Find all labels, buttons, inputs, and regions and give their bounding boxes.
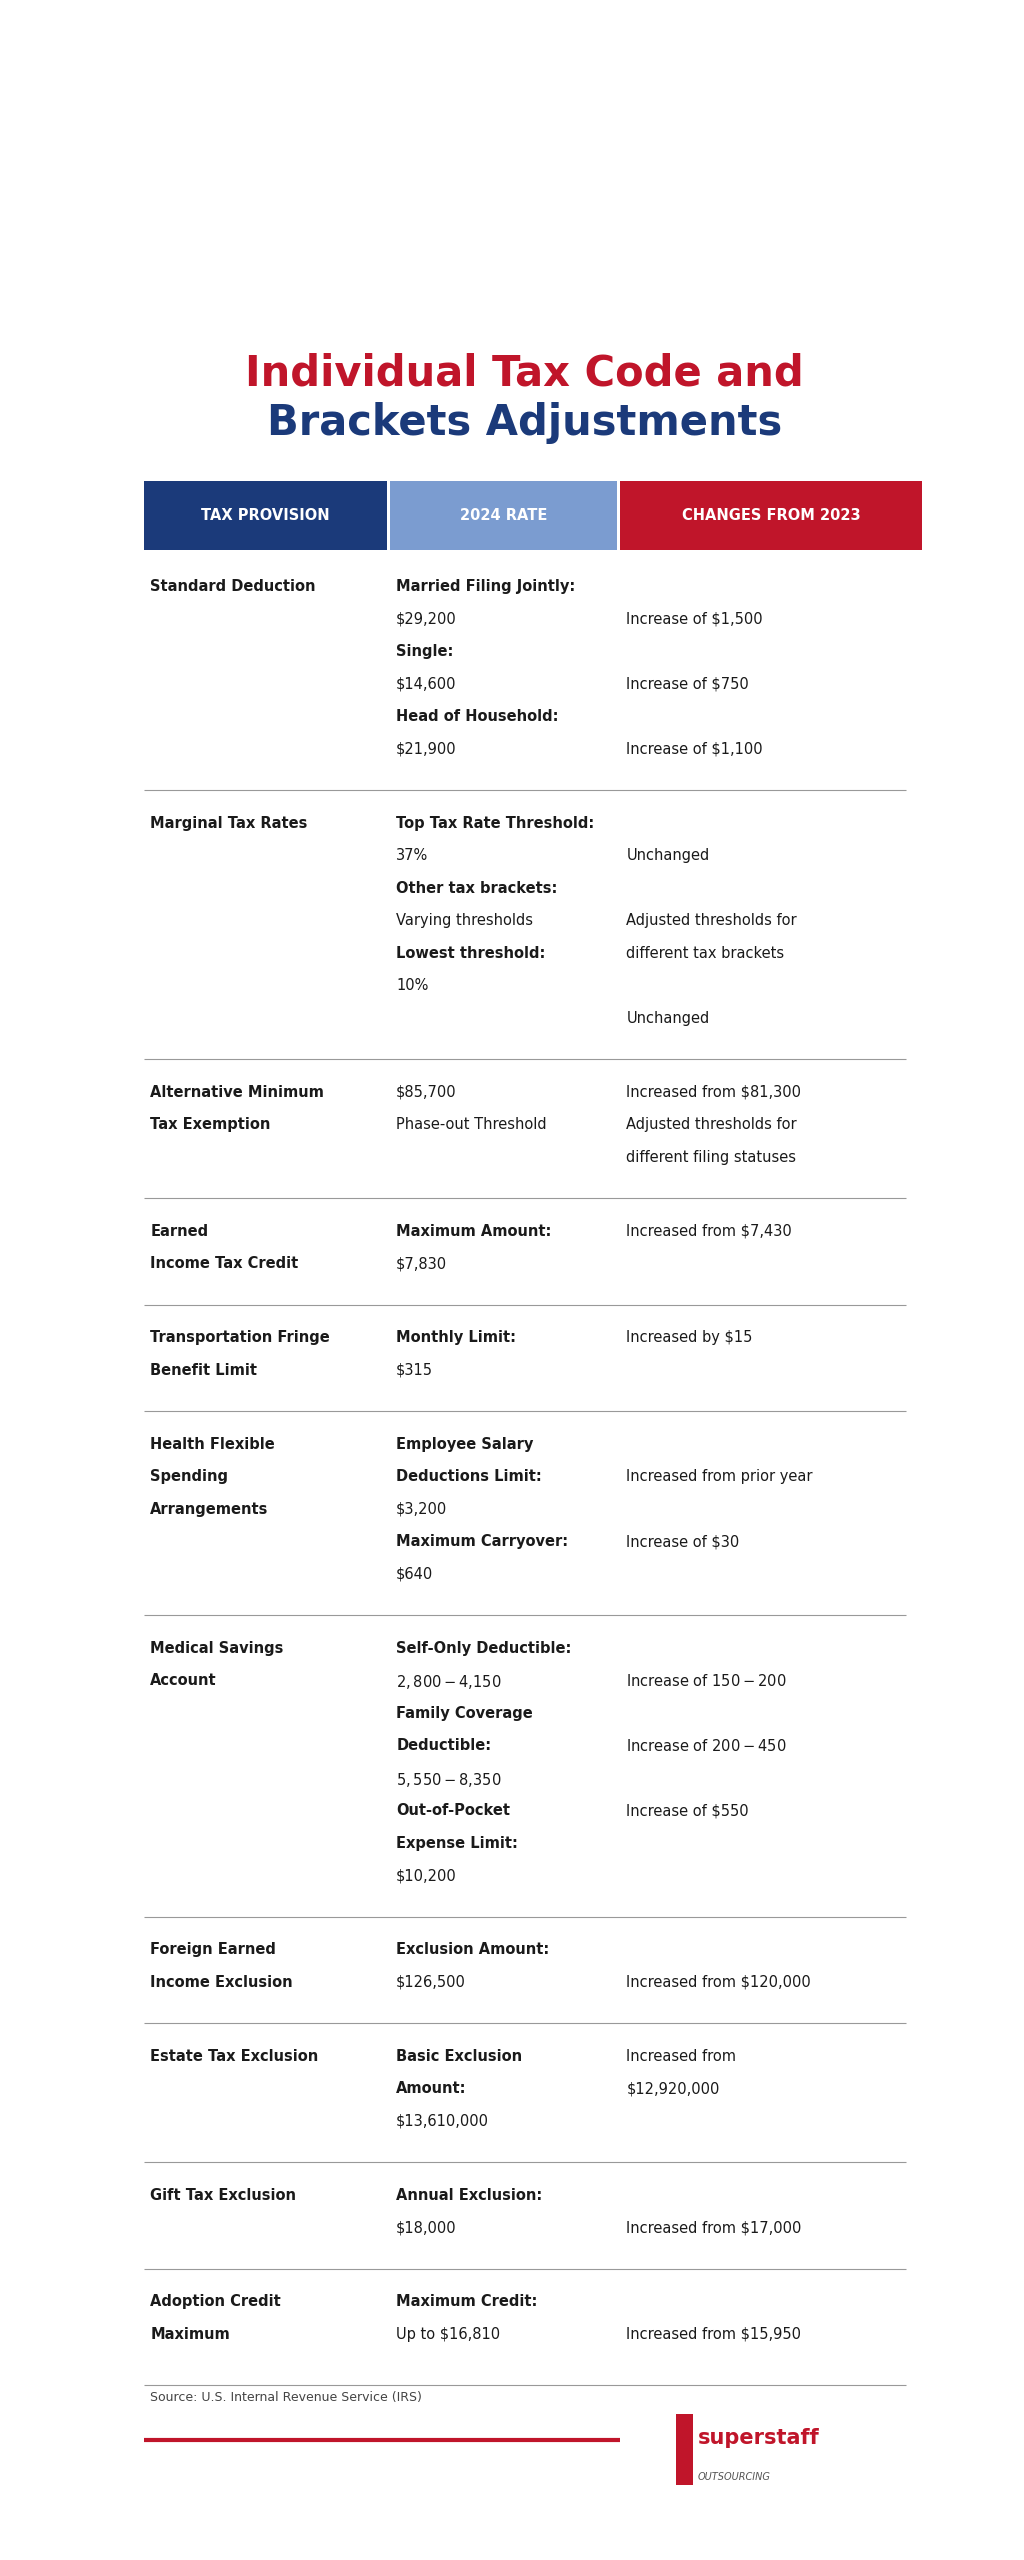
Text: Adjusted thresholds for: Adjusted thresholds for bbox=[627, 914, 797, 929]
Text: Adjusted thresholds for: Adjusted thresholds for bbox=[627, 1116, 797, 1132]
Text: Varying thresholds: Varying thresholds bbox=[396, 914, 534, 929]
Text: Increase of $1,100: Increase of $1,100 bbox=[627, 742, 763, 758]
Text: Increased from prior year: Increased from prior year bbox=[627, 1469, 813, 1485]
FancyBboxPatch shape bbox=[620, 481, 922, 550]
Text: Annual Exclusion:: Annual Exclusion: bbox=[396, 2189, 543, 2202]
Text: Alternative Minimum: Alternative Minimum bbox=[151, 1085, 324, 1101]
Text: Increased from $17,000: Increased from $17,000 bbox=[627, 2220, 802, 2235]
Text: Unchanged: Unchanged bbox=[627, 1011, 710, 1027]
Text: Increased from $120,000: Increased from $120,000 bbox=[627, 1974, 811, 1989]
Text: Maximum Amount:: Maximum Amount: bbox=[396, 1224, 552, 1239]
Text: Increase of $30: Increase of $30 bbox=[627, 1533, 739, 1549]
Text: Basic Exclusion: Basic Exclusion bbox=[396, 2048, 522, 2063]
Text: Increase of $1,500: Increase of $1,500 bbox=[627, 612, 763, 627]
Text: 2024 RATE: 2024 RATE bbox=[460, 507, 547, 522]
Text: Income Tax Credit: Income Tax Credit bbox=[151, 1257, 298, 1272]
FancyBboxPatch shape bbox=[676, 2414, 693, 2486]
Text: Maximum Carryover:: Maximum Carryover: bbox=[396, 1533, 568, 1549]
Text: different tax brackets: different tax brackets bbox=[627, 945, 784, 960]
Text: Out-of-Pocket: Out-of-Pocket bbox=[396, 1802, 510, 1818]
Text: Source: U.S. Internal Revenue Service (IRS): Source: U.S. Internal Revenue Service (I… bbox=[151, 2391, 422, 2404]
Text: Increase of $200-$450: Increase of $200-$450 bbox=[627, 1738, 786, 1754]
Text: $7,830: $7,830 bbox=[396, 1257, 447, 1272]
Text: Benefit Limit: Benefit Limit bbox=[151, 1362, 257, 1377]
Text: Increase of $750: Increase of $750 bbox=[627, 676, 750, 691]
Text: Maximum: Maximum bbox=[151, 2327, 230, 2342]
Text: Transportation Fringe: Transportation Fringe bbox=[151, 1331, 330, 1344]
Text: CHANGES FROM 2023: CHANGES FROM 2023 bbox=[682, 507, 860, 522]
Text: $2,800-$4,150: $2,800-$4,150 bbox=[396, 1674, 502, 1692]
Text: Income Exclusion: Income Exclusion bbox=[151, 1974, 293, 1989]
Text: Unchanged: Unchanged bbox=[627, 847, 710, 863]
Text: Expense Limit:: Expense Limit: bbox=[396, 1836, 518, 1851]
Text: Head of Household:: Head of Household: bbox=[396, 709, 559, 724]
Text: Family Coverage: Family Coverage bbox=[396, 1705, 532, 1720]
Text: Standard Deduction: Standard Deduction bbox=[151, 579, 315, 594]
Text: Adoption Credit: Adoption Credit bbox=[151, 2294, 281, 2309]
Text: Single:: Single: bbox=[396, 645, 454, 660]
Text: Amount:: Amount: bbox=[396, 2081, 467, 2097]
Text: $3,200: $3,200 bbox=[396, 1503, 447, 1516]
Text: $13,610,000: $13,610,000 bbox=[396, 2115, 489, 2130]
Text: Increased from: Increased from bbox=[627, 2048, 736, 2063]
Text: $315: $315 bbox=[396, 1362, 433, 1377]
Text: different filing statuses: different filing statuses bbox=[627, 1149, 797, 1165]
Text: Estate Tax Exclusion: Estate Tax Exclusion bbox=[151, 2048, 318, 2063]
Text: Brackets Adjustments: Brackets Adjustments bbox=[267, 402, 782, 443]
Text: superstaff: superstaff bbox=[697, 2427, 819, 2447]
Text: 10%: 10% bbox=[396, 978, 429, 993]
Text: $12,920,000: $12,920,000 bbox=[627, 2081, 720, 2097]
Text: Maximum Credit:: Maximum Credit: bbox=[396, 2294, 538, 2309]
Text: Gift Tax Exclusion: Gift Tax Exclusion bbox=[151, 2189, 296, 2202]
Text: Marginal Tax Rates: Marginal Tax Rates bbox=[151, 817, 307, 832]
Text: $18,000: $18,000 bbox=[396, 2220, 457, 2235]
Text: $10,200: $10,200 bbox=[396, 1869, 457, 1884]
Text: $126,500: $126,500 bbox=[396, 1974, 466, 1989]
Text: Married Filing Jointly:: Married Filing Jointly: bbox=[396, 579, 575, 594]
Text: Employee Salary: Employee Salary bbox=[396, 1436, 534, 1452]
Text: Health Flexible: Health Flexible bbox=[151, 1436, 275, 1452]
FancyBboxPatch shape bbox=[143, 481, 387, 550]
Text: $21,900: $21,900 bbox=[396, 742, 457, 758]
FancyBboxPatch shape bbox=[390, 481, 616, 550]
Text: Top Tax Rate Threshold:: Top Tax Rate Threshold: bbox=[396, 817, 595, 832]
Text: Deductible:: Deductible: bbox=[396, 1738, 492, 1754]
Text: TAX PROVISION: TAX PROVISION bbox=[201, 507, 330, 522]
Text: Increased by $15: Increased by $15 bbox=[627, 1331, 753, 1344]
Text: Medical Savings: Medical Savings bbox=[151, 1641, 284, 1656]
Text: Increased from $7,430: Increased from $7,430 bbox=[627, 1224, 793, 1239]
Text: Increased from $81,300: Increased from $81,300 bbox=[627, 1085, 802, 1101]
Text: 37%: 37% bbox=[396, 847, 428, 863]
Text: Increase of $550: Increase of $550 bbox=[627, 1802, 749, 1818]
Text: Deductions Limit:: Deductions Limit: bbox=[396, 1469, 542, 1485]
Text: Arrangements: Arrangements bbox=[151, 1503, 268, 1516]
Text: Exclusion Amount:: Exclusion Amount: bbox=[396, 1943, 550, 1958]
Text: $29,200: $29,200 bbox=[396, 612, 457, 627]
Text: Phase-out Threshold: Phase-out Threshold bbox=[396, 1116, 547, 1132]
Text: OUTSOURCING: OUTSOURCING bbox=[697, 2473, 771, 2483]
Text: Increase of $150-$200: Increase of $150-$200 bbox=[627, 1674, 786, 1690]
Text: $5,550 - $8,350: $5,550 - $8,350 bbox=[396, 1772, 502, 1789]
Text: Up to $16,810: Up to $16,810 bbox=[396, 2327, 501, 2342]
Text: $14,600: $14,600 bbox=[396, 676, 457, 691]
Text: Individual Tax Code and: Individual Tax Code and bbox=[246, 353, 804, 394]
Text: $640: $640 bbox=[396, 1567, 433, 1582]
Text: Self-Only Deductible:: Self-Only Deductible: bbox=[396, 1641, 571, 1656]
Text: Increased from $15,950: Increased from $15,950 bbox=[627, 2327, 802, 2342]
Text: Other tax brackets:: Other tax brackets: bbox=[396, 881, 558, 896]
Text: Tax Exemption: Tax Exemption bbox=[151, 1116, 270, 1132]
Text: Earned: Earned bbox=[151, 1224, 208, 1239]
Text: Monthly Limit:: Monthly Limit: bbox=[396, 1331, 516, 1344]
Text: Account: Account bbox=[151, 1674, 217, 1687]
Text: Foreign Earned: Foreign Earned bbox=[151, 1943, 276, 1958]
Text: $85,700: $85,700 bbox=[396, 1085, 457, 1101]
Text: Lowest threshold:: Lowest threshold: bbox=[396, 945, 546, 960]
Text: Spending: Spending bbox=[151, 1469, 228, 1485]
